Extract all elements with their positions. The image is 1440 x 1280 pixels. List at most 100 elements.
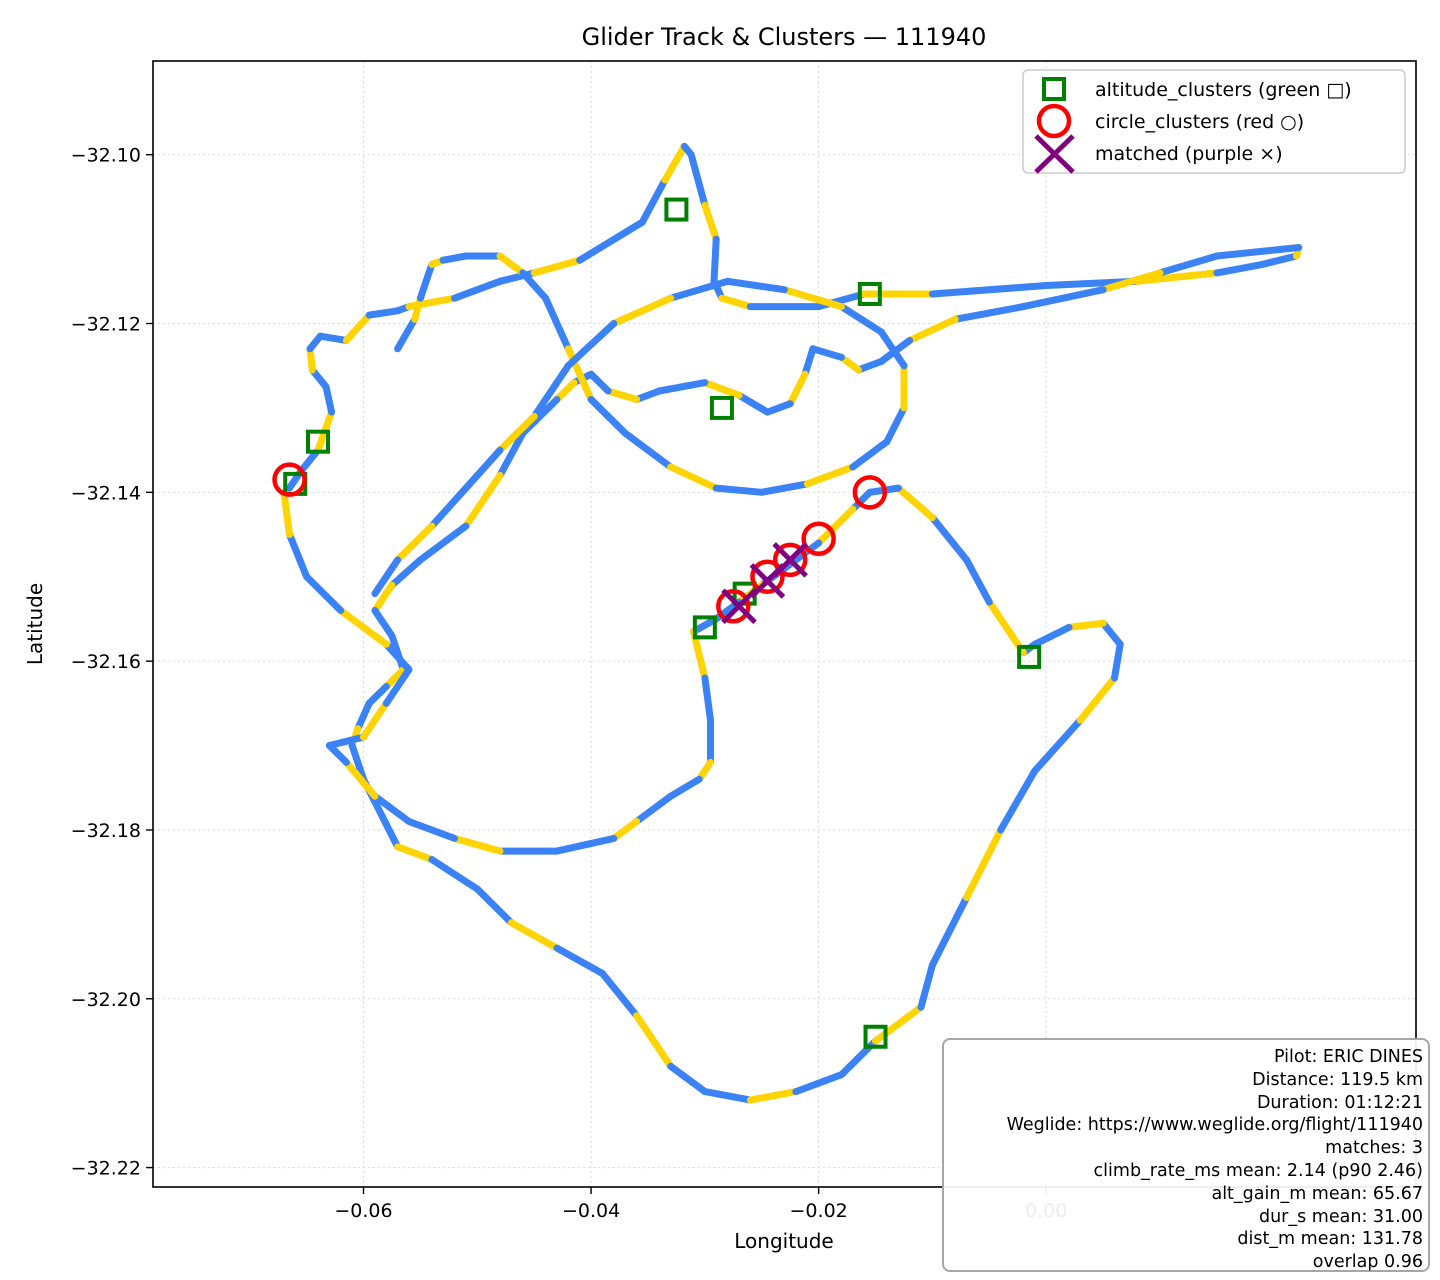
track-segment [746, 1088, 800, 1104]
track-segment [280, 488, 293, 538]
track-segment [849, 438, 891, 471]
y-tick-label: −32.18 [71, 820, 141, 842]
altitude-cluster-marker [305, 429, 330, 454]
altitude-cluster-marker [863, 1024, 888, 1049]
track-segment [1031, 623, 1073, 648]
x-axis-label: Longitude [734, 1229, 833, 1253]
y-tick-label: −32.22 [71, 1158, 141, 1180]
legend-frame [1022, 69, 1406, 174]
track-segment [1156, 252, 1221, 277]
track-segment [1213, 260, 1266, 277]
cluster-markers [272, 197, 1042, 1049]
track-segment [1099, 269, 1164, 294]
track-segment [473, 885, 515, 927]
track-segment [724, 277, 788, 294]
track-segment [553, 379, 578, 403]
grid-lines [153, 61, 1416, 1187]
flight-info-box: Pilot: ERIC DINES Distance: 119.5 km Dur… [942, 1038, 1430, 1272]
matched-marker [721, 588, 757, 625]
plot-frame [152, 60, 1417, 1188]
circle-cluster-marker [750, 559, 785, 594]
track-segment [388, 556, 424, 589]
track-segment [792, 1071, 845, 1096]
info-pilot: Pilot: ERIC DINES [1274, 1047, 1423, 1067]
x-tick-label: −0.04 [562, 1200, 620, 1222]
track-segment [342, 311, 373, 344]
track-segment [951, 303, 1027, 323]
y-tick-label: −32.16 [71, 651, 141, 673]
track-segment [496, 412, 538, 454]
legend-altitude-label: altitude_clusters (green □) [1095, 79, 1352, 101]
track-segment [394, 843, 436, 863]
track-segment [633, 792, 675, 825]
track-segment [1019, 286, 1107, 311]
track-segment [530, 256, 584, 277]
track-segment [411, 294, 424, 323]
track-segment [763, 400, 794, 416]
legend-altitude-square-icon [1042, 77, 1066, 101]
matched-marker-stroke [721, 588, 757, 625]
track-segment [394, 315, 419, 353]
track-segment [710, 235, 720, 285]
track-segment [997, 767, 1039, 834]
track-segment [553, 834, 618, 855]
track-segment [718, 294, 754, 311]
track-segment [1111, 640, 1124, 682]
info-climb-rate: climb_rate_ms mean: 2.14 (p90 2.46) [1093, 1160, 1423, 1181]
legend-matched-x-icon [1034, 134, 1075, 174]
track-segment [382, 666, 407, 690]
track-segment [382, 640, 413, 674]
circle-cluster-marker [272, 462, 307, 497]
legend-matched-label: matched (purple ×) [1095, 143, 1283, 165]
circle-cluster-marker [716, 589, 751, 624]
track-segment [667, 277, 732, 302]
track-segment [621, 429, 675, 471]
track-segment [286, 531, 311, 581]
altitude-cluster-marker [857, 281, 882, 306]
info-overlap: overlap 0.96 [1312, 1252, 1423, 1273]
track-segment [1133, 269, 1221, 285]
track-segment [322, 383, 336, 416]
track-segment [428, 484, 470, 530]
track-segment [928, 282, 1050, 298]
track-segment [837, 353, 862, 374]
track-segment [451, 834, 504, 855]
track-segment [394, 522, 436, 564]
matched-marker [749, 563, 786, 599]
track-segment [837, 303, 885, 336]
track-segment [661, 142, 688, 184]
y-tick-label: −32.10 [71, 145, 141, 167]
track-segment [701, 674, 714, 724]
track-segment [306, 345, 316, 374]
track-segment [371, 581, 396, 614]
track-segment [872, 1003, 925, 1045]
track-segment [1258, 252, 1300, 268]
track-segment [542, 294, 572, 353]
track-segment [633, 1012, 675, 1070]
track-segment [416, 522, 470, 564]
track-segment [365, 307, 402, 319]
info-duration-mean: dur_s mean: 31.00 [1258, 1206, 1423, 1227]
legend-circle-icon [1036, 103, 1072, 139]
track-segment [371, 556, 402, 598]
track-segment [337, 607, 390, 648]
track-segment [809, 345, 845, 361]
track-segment [758, 480, 811, 496]
track-segment [308, 366, 330, 391]
matched-marker-stroke [749, 563, 786, 599]
track-segment [701, 201, 720, 243]
track-segment [496, 429, 527, 479]
track-segment [690, 615, 720, 636]
track-segment [371, 792, 413, 825]
track-segment [803, 463, 857, 488]
track-segment [371, 607, 396, 640]
track-segment [303, 573, 345, 614]
track-segment [1031, 716, 1084, 775]
track-segment [906, 315, 959, 344]
track-segment [405, 818, 458, 842]
track-segment [917, 961, 936, 1011]
track-segment [564, 345, 595, 403]
track-segment [610, 294, 675, 327]
track-segment [928, 514, 971, 564]
